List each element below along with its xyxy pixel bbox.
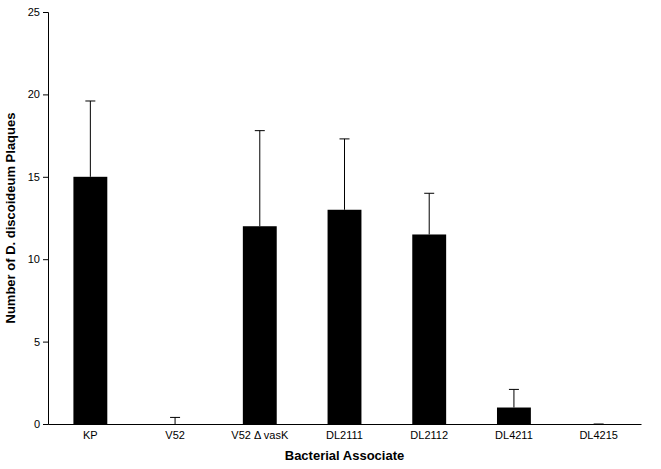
bar <box>243 226 277 424</box>
y-tick-mark <box>43 177 48 178</box>
error-cap <box>424 193 434 194</box>
bar <box>328 210 362 424</box>
x-tick: DL4215 <box>579 424 618 441</box>
y-tick-label: 20 <box>28 88 40 100</box>
y-tick-label: 10 <box>28 253 40 265</box>
y-tick-mark <box>43 424 48 425</box>
y-tick: 25 <box>28 6 48 18</box>
y-tick: 0 <box>34 418 48 430</box>
y-tick-mark <box>43 342 48 343</box>
error-cap <box>255 130 265 131</box>
y-axis-line <box>43 13 49 425</box>
y-tick: 15 <box>28 171 48 183</box>
y-tick-label: 25 <box>28 6 40 18</box>
y-tick-mark <box>43 94 48 95</box>
x-tick: V52 <box>165 424 185 441</box>
bar <box>73 177 107 424</box>
marks <box>73 101 603 424</box>
y-tick: 20 <box>28 88 48 100</box>
x-tick-label: V52 Δ vasK <box>231 429 289 441</box>
x-tick-label: DL2111 <box>326 429 363 441</box>
x-axis-line <box>49 424 642 425</box>
x-tick-label: DL4215 <box>579 429 618 441</box>
error-stem <box>344 139 345 210</box>
error-cap <box>85 100 95 101</box>
error-bar <box>170 417 180 424</box>
bar <box>412 234 446 424</box>
error-cap <box>170 417 180 418</box>
error-stem <box>175 417 176 424</box>
x-tick-label: DL2112 <box>410 429 448 441</box>
error-cap <box>594 424 604 425</box>
x-tick: V52 Δ vasK <box>231 424 289 441</box>
x-tick: DL2112 <box>410 424 448 441</box>
error-cap <box>340 138 350 139</box>
error-cap <box>509 389 519 390</box>
y-axis: 0 5 10 15 20 25 <box>28 6 49 430</box>
x-axis: KP V52 V52 Δ vasK DL2111 DL2112 DL4211 DL4215 <box>49 424 642 441</box>
y-tick-label: 15 <box>28 171 40 183</box>
error-bar <box>594 424 604 425</box>
y-tick-mark <box>43 259 48 260</box>
plot: 0 5 10 15 20 25 KP V52 V52 Δ vasK DL2111 DL2112 DL4… <box>28 6 642 441</box>
error-stem <box>429 193 430 234</box>
error-bar <box>255 131 265 227</box>
x-tick: DL4211 <box>495 424 533 441</box>
chart: 0 5 10 15 20 25 KP V52 V52 Δ vasK DL2111 DL2112 DL4… <box>0 0 661 469</box>
error-bar <box>340 139 350 210</box>
x-tick-label: V52 <box>165 429 185 441</box>
y-tick: 10 <box>28 253 48 265</box>
y-tick-label: 5 <box>34 336 40 348</box>
x-tick-label: KP <box>83 429 98 441</box>
x-tick: DL2111 <box>326 424 363 441</box>
y-tick-label: 0 <box>34 418 40 430</box>
x-tick: KP <box>83 424 98 441</box>
y-tick: 5 <box>34 336 48 348</box>
bar <box>497 408 531 424</box>
error-bar <box>85 101 95 177</box>
error-stem <box>90 101 91 177</box>
x-tick-label: DL4211 <box>495 429 533 441</box>
error-bar <box>509 389 519 407</box>
error-stem <box>259 131 260 227</box>
bar <box>582 424 616 425</box>
y-tick-mark <box>43 12 48 13</box>
y-axis-title: Number of D. discoideum Plaques <box>3 113 18 324</box>
x-axis-title: Bacterial Associate <box>285 448 404 463</box>
error-bar <box>424 193 434 234</box>
error-stem <box>513 389 514 407</box>
